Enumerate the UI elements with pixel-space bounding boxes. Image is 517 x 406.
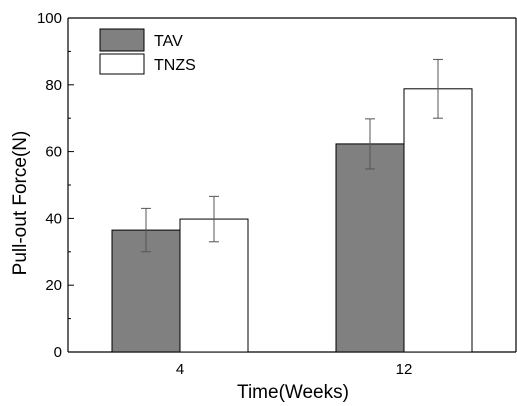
bar-tav-12: [335, 143, 405, 353]
legend: TAV TNZS: [99, 28, 196, 75]
legend-swatch-tnzs: [99, 53, 145, 75]
legend-swatch-tav: [99, 28, 145, 52]
y-tick-label: 100: [37, 10, 62, 27]
y-tick-label: 0: [54, 344, 62, 361]
y-tick-label: 20: [45, 277, 62, 294]
y-axis-label: Pull-out Force(N): [10, 131, 31, 276]
y-tick-label: 60: [45, 144, 62, 161]
x-tick-label: 4: [176, 361, 184, 378]
legend-label-tav: TAV: [154, 33, 183, 50]
y-tick-label: 80: [45, 77, 62, 94]
x-axis-label: Time(Weeks): [237, 382, 349, 403]
bar-tnzs-12: [403, 88, 473, 353]
legend-label-tnzs: TNZS: [154, 57, 196, 74]
y-tick-label: 40: [45, 210, 62, 227]
x-tick-label: 12: [396, 361, 413, 378]
plot-area: 0 20 40 60 80 100 4 12: [37, 10, 517, 378]
